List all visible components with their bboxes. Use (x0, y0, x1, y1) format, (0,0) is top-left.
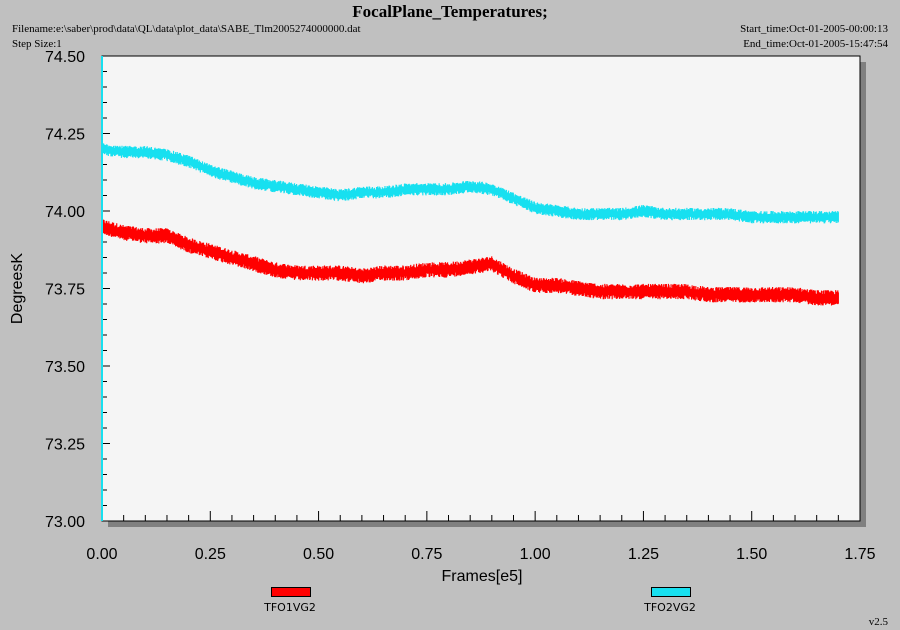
y-tick-label: 74.00 (45, 204, 85, 221)
x-tick-label: 0.75 (411, 546, 442, 563)
y-tick-label: 73.75 (45, 282, 85, 299)
legend-swatch-tfo2vg2 (651, 587, 691, 597)
legend-label-tfo2vg2: TFO2VG2 (644, 601, 696, 614)
x-tick-label: 0.00 (86, 546, 117, 563)
y-tick-label: 73.25 (45, 437, 85, 454)
legend-label-tfo1vg2: TFO1VG2 (264, 601, 316, 614)
version-label: v2.5 (868, 616, 888, 628)
x-tick-label: 1.75 (844, 546, 875, 563)
x-tick-label: 0.25 (195, 546, 226, 563)
x-tick-label: 1.50 (736, 546, 767, 563)
y-tick-label: 73.00 (45, 514, 85, 531)
legend-swatch-tfo1vg2 (271, 587, 311, 597)
y-tick-label: 73.50 (45, 359, 85, 376)
chart-title: FocalPlane_Temperatures; (352, 2, 548, 21)
step-size-label: Step Size:1 (12, 38, 62, 50)
y-axis-label: DegreesK (9, 253, 26, 324)
y-tick-label: 74.25 (45, 127, 85, 144)
x-tick-label: 1.25 (628, 546, 659, 563)
x-tick-label: 0.50 (303, 546, 334, 563)
start-time-label: Start_time:Oct-01-2005-00:00:13 (740, 23, 888, 35)
filename-label: Filename:e:\saber\prod\data\QL\data\plot… (12, 23, 361, 35)
y-tick-label: 74.50 (45, 49, 85, 66)
end-time-label: End_time:Oct-01-2005-15:47:54 (743, 38, 888, 50)
x-tick-label: 1.00 (520, 546, 551, 563)
x-axis-label: Frames[e5] (442, 568, 523, 585)
